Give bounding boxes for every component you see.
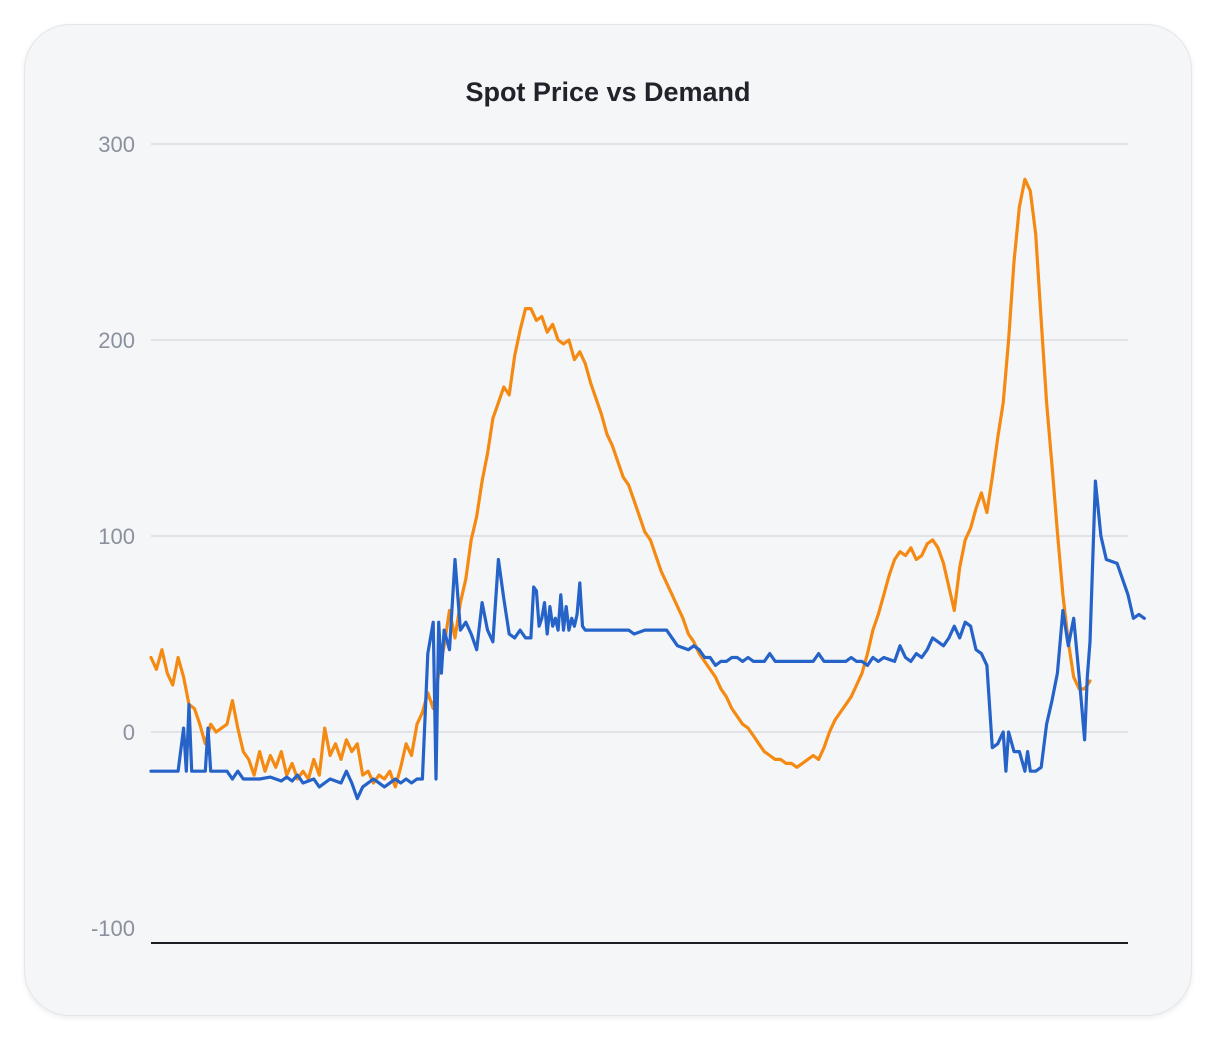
- series-line-1: [149, 177, 1092, 789]
- y-tick-label: -100: [91, 916, 135, 941]
- y-tick-label: 100: [98, 524, 135, 549]
- y-tick-label: 200: [98, 328, 135, 353]
- chart-title: Spot Price vs Demand: [465, 77, 751, 107]
- series-line-2: [149, 479, 1146, 801]
- y-tick-label: 0: [123, 720, 135, 745]
- chart-card: Spot Price vs Demand: [24, 24, 1192, 1016]
- y-axis-ticks: 300 200 100 0 -100: [91, 132, 135, 941]
- y-tick-label: 300: [98, 132, 135, 157]
- series-lines: [149, 177, 1146, 801]
- gridlines: [151, 143, 1128, 733]
